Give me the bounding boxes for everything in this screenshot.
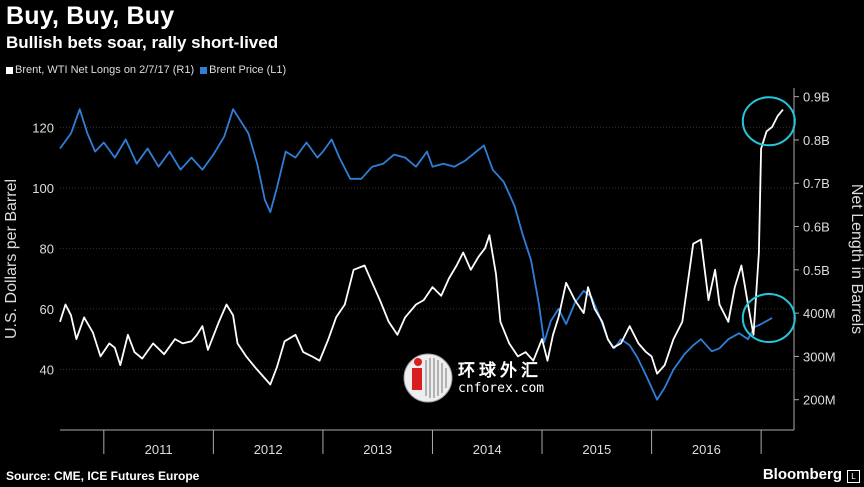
y-left-axis-title: U.S. Dollars per Barrel (3, 179, 20, 339)
x-tick-label: 2015 (582, 442, 611, 457)
chart-subtitle: Bullish bets soar, rally short-lived (6, 33, 279, 52)
y-right-tick-label: 0.6B (803, 220, 830, 235)
series-line-net-longs (59, 109, 784, 386)
legend: Brent, WTI Net Longs on 2/7/17 (R1) Bren… (6, 64, 286, 76)
highlight-circle (741, 293, 796, 344)
legend-item-brent-price: Brent Price (L1) (200, 64, 286, 76)
legend-label-brent-price: Brent Price (L1) (209, 64, 287, 76)
bloomberg-mark-icon: L (847, 470, 860, 483)
y-right-tick-label: 0.5B (803, 263, 830, 278)
y-right-axis-title: Net Length in Barrels (848, 184, 864, 334)
legend-label-net-longs: Brent, WTI Net Longs on 2/7/17 (R1) (15, 64, 195, 76)
source-note: Source: CME, ICE Futures Europe (6, 469, 200, 483)
y-left-tick-label: 60 (40, 302, 54, 317)
highlight-circle (741, 96, 796, 147)
watermark-domain-text: cnforex.com (458, 381, 545, 396)
x-tick-label: 2014 (473, 442, 502, 457)
watermark: 环球外汇 cnforex.com (400, 350, 570, 406)
legend-item-net-longs: Brent, WTI Net Longs on 2/7/17 (R1) (6, 64, 194, 76)
y-left-tick-label: 120 (32, 120, 54, 135)
watermark-logo-icon (403, 353, 453, 403)
watermark-chinese-text: 环球外汇 (458, 361, 542, 380)
x-tick-label: 2011 (145, 442, 173, 457)
y-right-tick-label: 200M (803, 393, 836, 408)
x-tick-label: 2013 (363, 442, 392, 457)
chart-title: Buy, Buy, Buy (6, 2, 175, 30)
y-left-tick-label: 80 (40, 241, 54, 256)
bloomberg-logo: Bloomberg (762, 466, 842, 483)
y-right-tick-label: 0.9B (803, 90, 830, 105)
chart-plot: 40 60 80 100 120 200M 300M 400M 0.5B 0.6B 0.7B 0.8B… (3, 88, 864, 457)
legend-swatch-blue (200, 66, 208, 74)
x-tick-label: 2016 (692, 442, 721, 457)
series-line-brent-price (59, 108, 773, 401)
x-tick-label: 2012 (254, 442, 283, 457)
y-right-tick-label: 0.8B (803, 133, 830, 148)
y-right-tick-label: 0.7B (803, 176, 830, 191)
legend-swatch-white (6, 66, 13, 74)
y-left-tick-label: 40 (40, 362, 54, 377)
y-right-tick-label: 400M (803, 306, 836, 321)
y-right-tick-label: 300M (803, 349, 836, 364)
y-left-tick-label: 100 (32, 181, 54, 196)
